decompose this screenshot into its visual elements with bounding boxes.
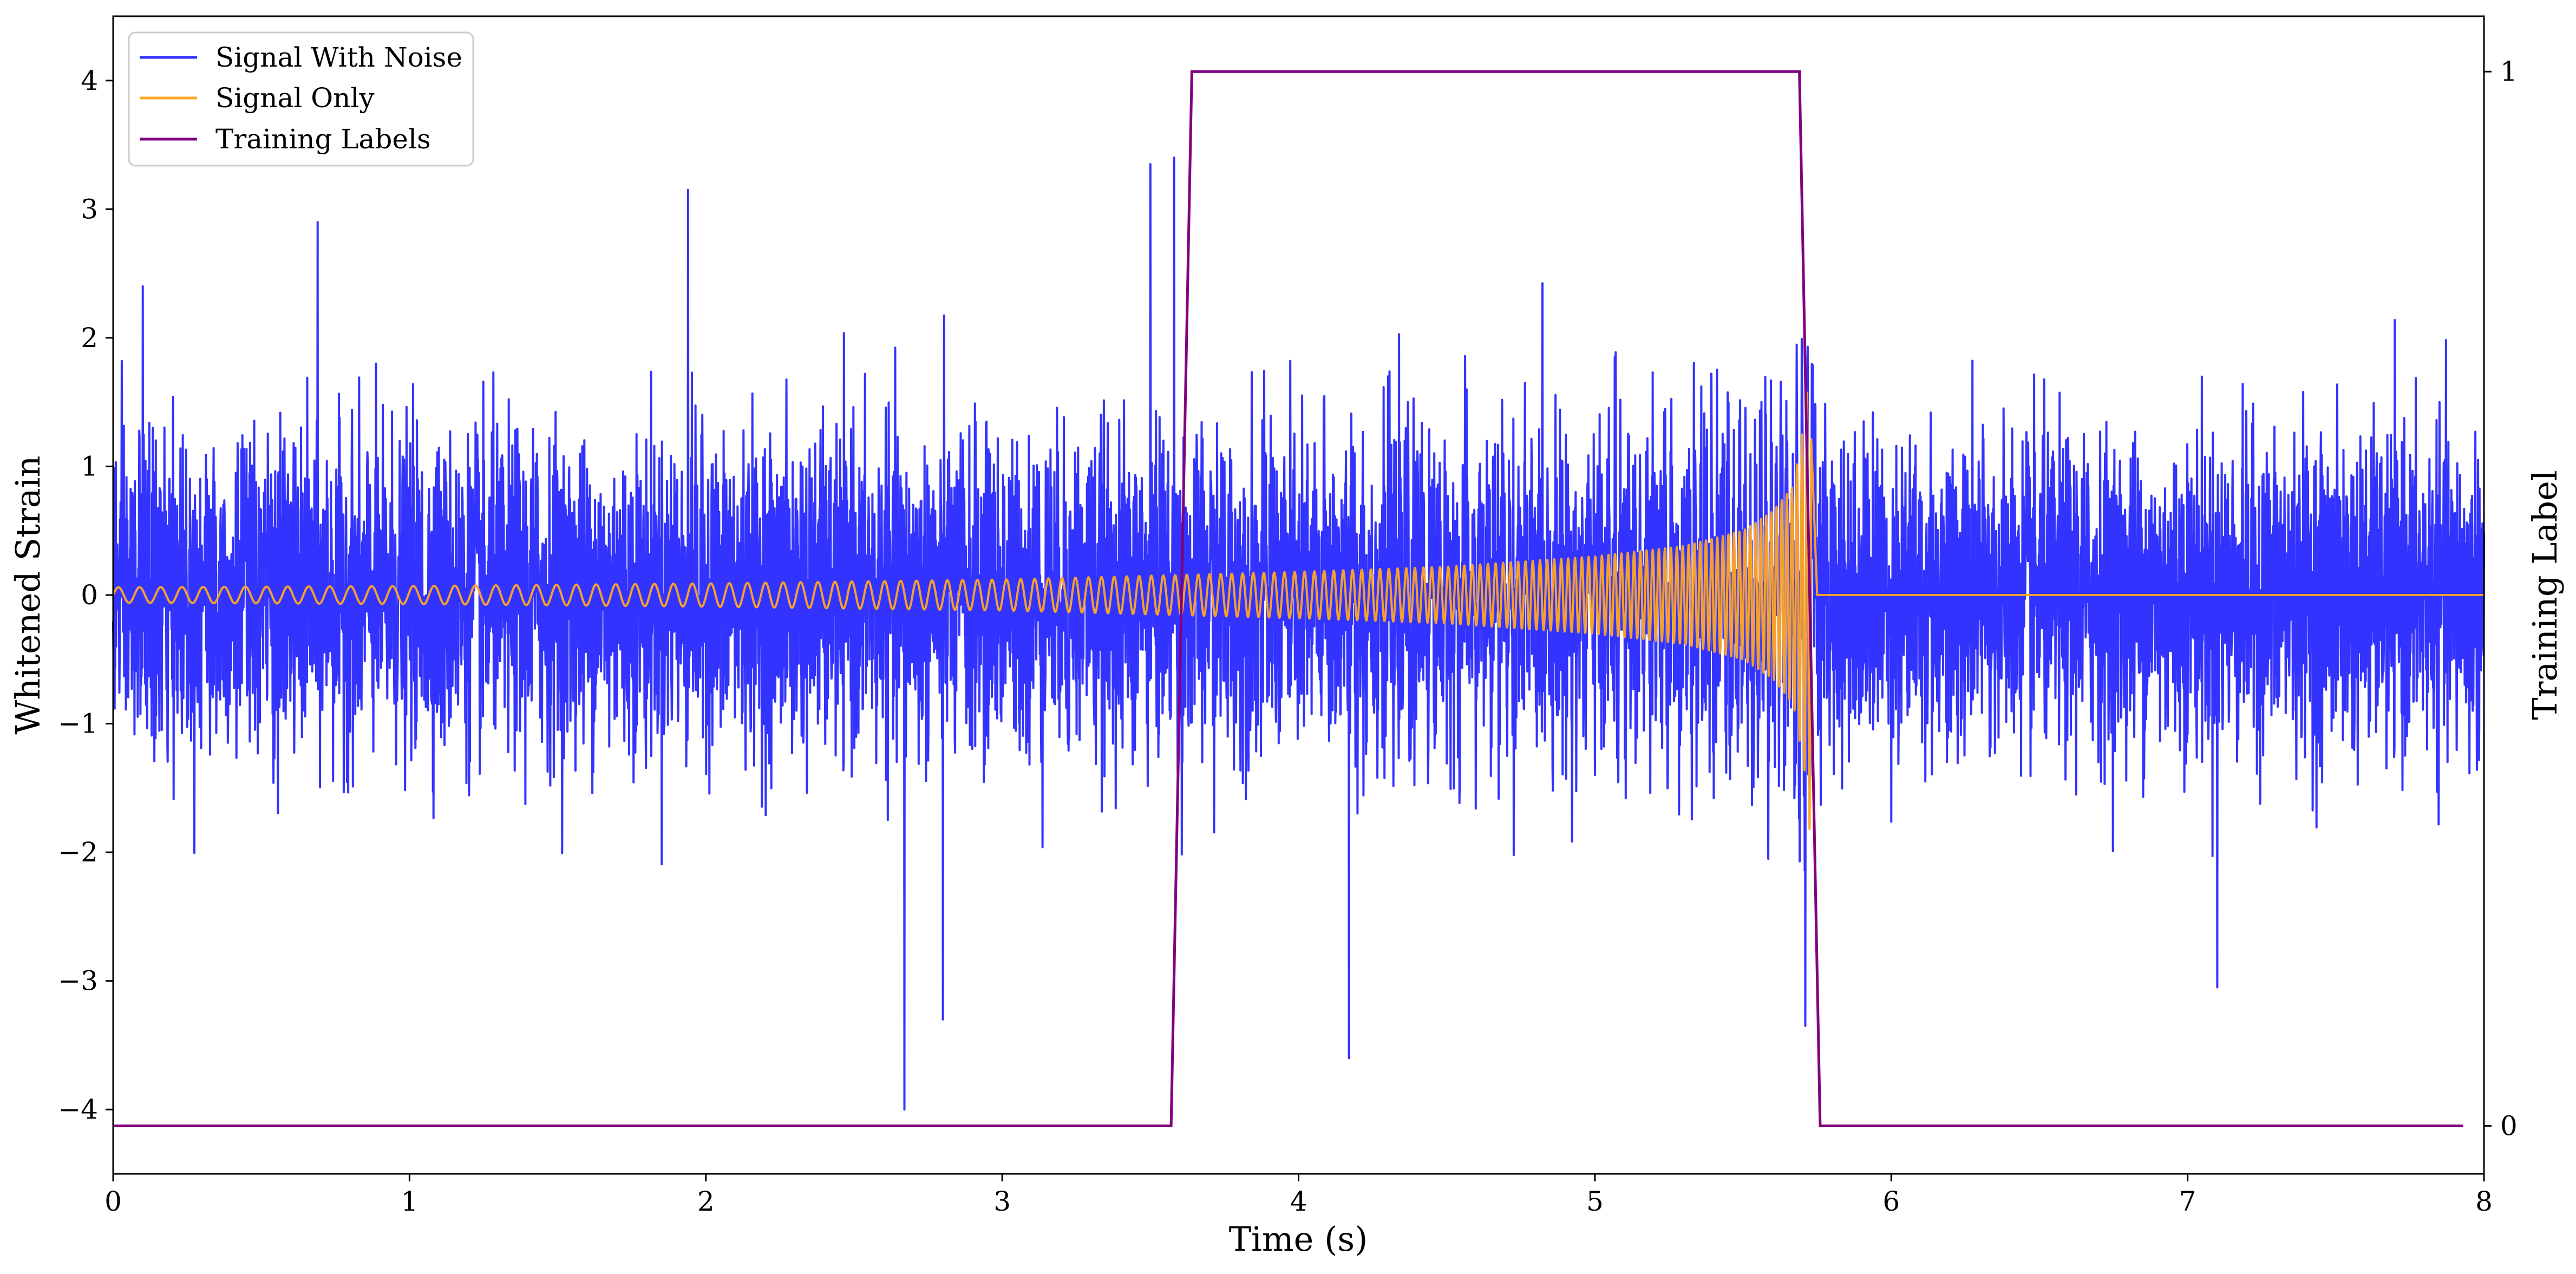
series-signal-with-noise [112,156,2485,1111]
series-training-labels [113,70,2463,1127]
y-axis-label: Whitened Strain [8,456,48,735]
y-tick-label: −3 [58,965,98,997]
x-axis: 0 1 2 3 4 5 6 7 8 [104,1174,2493,1217]
y-tick-label: 0 [81,579,98,611]
x-tick-label: 1 [401,1186,418,1217]
y-right-tick-label: 1 [2500,56,2518,87]
y-axis-label-right: Training Label [2525,470,2565,720]
x-tick-label: 6 [1882,1186,1900,1217]
y-right-tick-label: 0 [2500,1110,2518,1141]
y-tick-label: −4 [58,1094,98,1125]
x-tick-label: 3 [993,1186,1011,1217]
y-tick-label: −1 [58,708,98,740]
x-tick-label: 2 [697,1186,715,1217]
x-tick-label: 5 [1586,1186,1604,1217]
y-tick-label: −2 [58,837,98,868]
x-tick-label: 4 [1290,1186,1307,1217]
x-tick-label: 7 [2179,1186,2196,1217]
x-tick-label: 8 [2475,1186,2493,1217]
legend: Signal With Noise Signal Only Training L… [128,31,474,167]
y-axis-left: −4 −3 −2 −1 0 1 2 3 4 [58,65,113,1125]
y-tick-label: 1 [81,450,98,482]
legend-label-training-labels: Training Labels [215,123,431,155]
y-tick-label: 2 [81,322,98,354]
series-signal-only [112,391,2485,830]
legend-box [128,31,474,167]
y-axis-right: 01 [2484,56,2518,1141]
legend-label-signal-only: Signal Only [215,82,375,114]
x-axis-label: Time (s) [1229,1219,1368,1259]
x-tick-label: 0 [104,1186,122,1217]
y-tick-label: 4 [81,65,98,96]
legend-label-signal-with-noise: Signal With Noise [215,42,462,73]
series-layer [112,70,2485,1127]
y-tick-label: 3 [81,193,98,225]
